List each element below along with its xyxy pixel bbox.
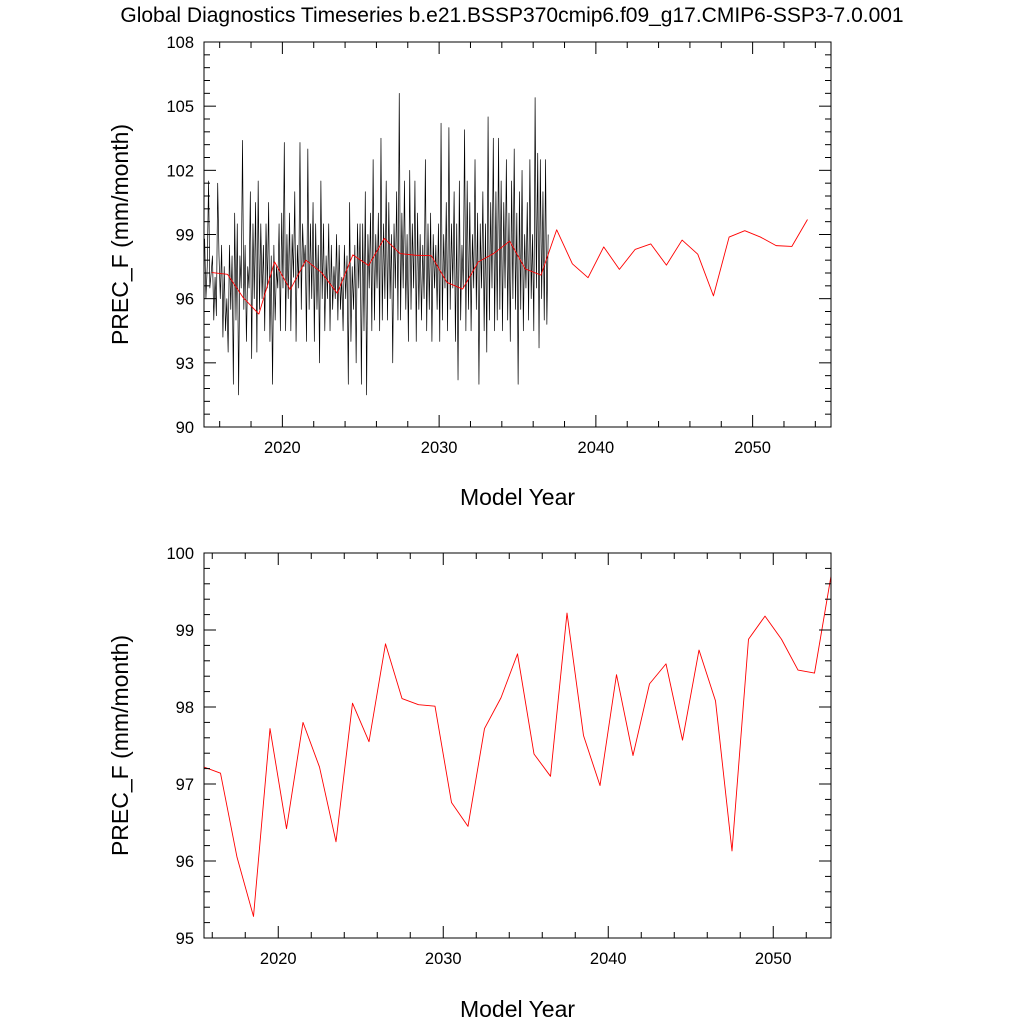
y-tick-label: 99 xyxy=(176,227,194,245)
lower-panel: 2020 2030 2040 2050 95 96 97 98 99 100 Model Year P… xyxy=(107,545,832,1022)
x-tick-label: 2030 xyxy=(421,439,458,457)
y-tick-label: 90 xyxy=(176,419,194,437)
plot-frame xyxy=(203,552,832,939)
y-tick-label: 102 xyxy=(166,162,194,180)
x-axis-title: Model Year xyxy=(460,484,575,510)
y-tick-label: 100 xyxy=(166,545,194,563)
x-tick-label: 2050 xyxy=(755,950,792,968)
x-tick-label: 2050 xyxy=(734,439,771,457)
y-tick-label: 96 xyxy=(176,291,194,309)
annual-mean-line xyxy=(211,219,808,315)
x-axis-title: Model Year xyxy=(460,996,575,1022)
y-tick-label: 95 xyxy=(176,930,194,948)
y-tick-label: 93 xyxy=(176,355,194,373)
x-tick-label: 2040 xyxy=(578,439,615,457)
x-tick-label: 2040 xyxy=(590,950,627,968)
plot-frame xyxy=(203,41,832,428)
monthly-line xyxy=(204,92,549,396)
y-axis-title: PREC_F (mm/month) xyxy=(107,635,133,856)
y-axis-title: PREC_F (mm/month) xyxy=(107,124,133,345)
x-tick-label: 2020 xyxy=(264,439,301,457)
y-tick-label: 108 xyxy=(166,34,194,52)
y-tick-label: 96 xyxy=(176,853,194,871)
upper-panel: 2020 2030 2040 2050 90 93 96 99 102 105 108 Model Y… xyxy=(107,34,832,510)
y-tick-label: 105 xyxy=(166,98,194,116)
y-tick-label: 99 xyxy=(176,622,194,640)
x-tick-label: 2020 xyxy=(260,950,297,968)
x-tick-label: 2030 xyxy=(425,950,462,968)
y-tick-label: 98 xyxy=(176,699,194,717)
y-tick-label: 97 xyxy=(176,776,194,794)
annual-mean-line xyxy=(203,576,832,917)
chart-title: Global Diagnostics Timeseries b.e21.BSSP… xyxy=(120,4,904,27)
